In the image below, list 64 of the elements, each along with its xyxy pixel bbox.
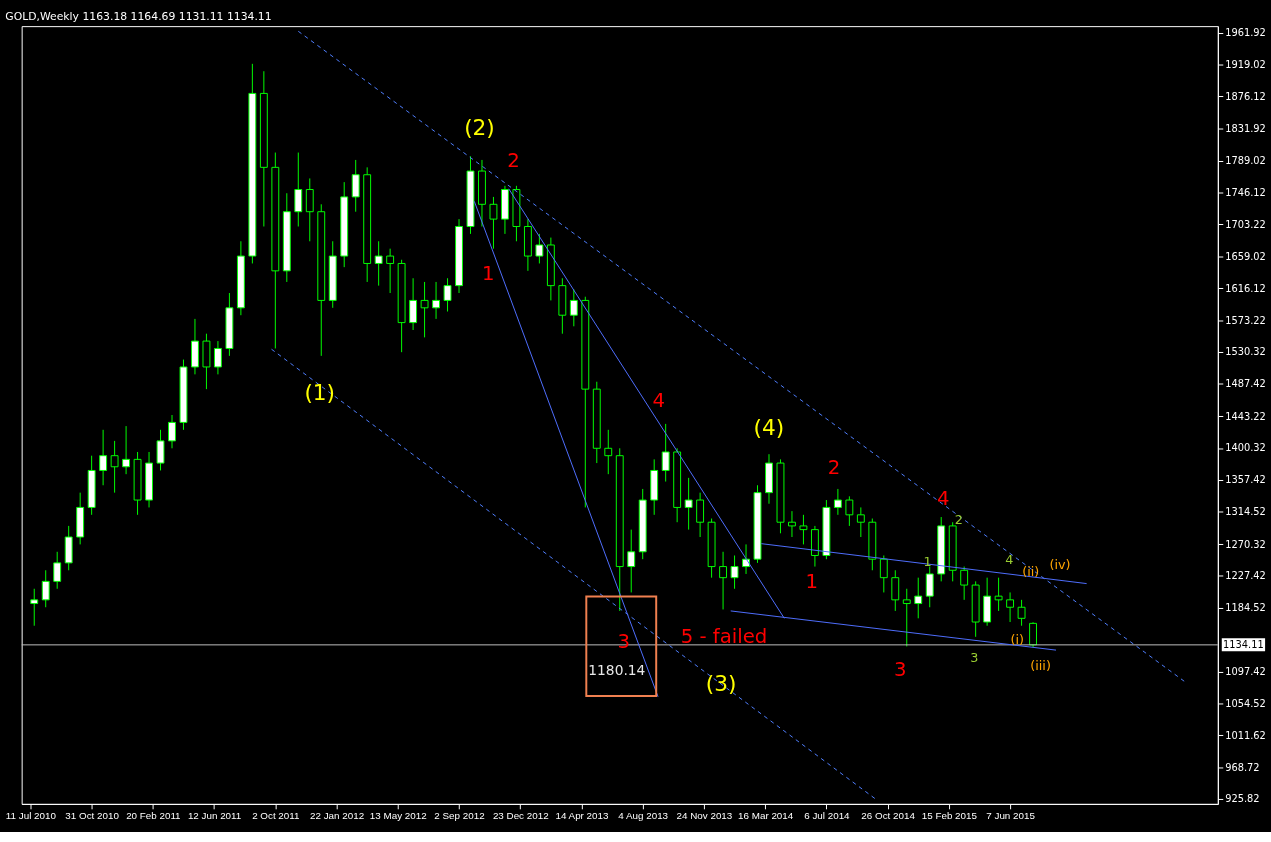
y-tick-label: 1184.52 bbox=[1225, 602, 1266, 614]
y-tick-label: 1703.22 bbox=[1225, 218, 1266, 230]
annotation: 1 bbox=[805, 570, 818, 594]
y-tick-label: 968.72 bbox=[1225, 761, 1260, 773]
y-tick-label: 1357.42 bbox=[1225, 474, 1266, 486]
y-tick-label: 1400.32 bbox=[1225, 442, 1266, 454]
y-tick-label: 1270.32 bbox=[1225, 538, 1266, 550]
annotation: 3 bbox=[970, 649, 979, 665]
annotation: 4 bbox=[936, 487, 950, 511]
x-tick-label: 31 Oct 2010 bbox=[65, 810, 120, 822]
y-tick-label: 925.82 bbox=[1225, 793, 1260, 805]
x-tick-label: 15 Feb 2015 bbox=[921, 810, 978, 822]
y-tick-label: 1961.92 bbox=[1225, 27, 1266, 39]
y-tick-label: 1876.12 bbox=[1225, 90, 1266, 102]
annotation: (1) bbox=[304, 379, 336, 405]
y-tick-label: 1443.22 bbox=[1225, 410, 1266, 422]
annotation: (i) bbox=[1010, 632, 1024, 648]
annotation: 3 bbox=[617, 630, 630, 654]
y-tick-label: 1011.62 bbox=[1225, 729, 1266, 741]
annotation: 1 bbox=[481, 261, 495, 285]
annotation: (iii) bbox=[1030, 657, 1051, 673]
y-tick-label: 1314.52 bbox=[1225, 505, 1266, 517]
ref-line-label: 1134.11 bbox=[1223, 638, 1264, 650]
x-tick-label: 24 Nov 2013 bbox=[676, 810, 733, 822]
annotation: 2 bbox=[507, 148, 520, 172]
y-tick-label: 1573.22 bbox=[1225, 314, 1266, 326]
x-tick-label: 20 Feb 2011 bbox=[126, 810, 181, 822]
annotation: 1180.14 bbox=[588, 662, 646, 679]
y-tick-label: 1746.12 bbox=[1225, 186, 1266, 198]
annotation: (iv) bbox=[1049, 556, 1071, 572]
x-tick-label: 6 Jul 2014 bbox=[804, 810, 851, 822]
annotation: 5 - failed bbox=[680, 625, 768, 649]
annotation: 2 bbox=[827, 456, 841, 480]
x-tick-label: 16 Mar 2014 bbox=[738, 810, 794, 822]
chart-title: GOLD,Weekly 1163.18 1164.69 1131.11 1134.11 bbox=[5, 10, 272, 24]
annotation: (2) bbox=[464, 114, 495, 140]
y-tick-label: 1487.42 bbox=[1225, 378, 1266, 390]
y-tick-label: 1227.42 bbox=[1225, 570, 1266, 582]
x-tick-label: 23 Dec 2012 bbox=[492, 810, 549, 822]
annotation: 3 bbox=[894, 658, 907, 682]
x-tick-label: 2 Sep 2012 bbox=[434, 810, 485, 822]
y-tick-label: 1659.02 bbox=[1225, 251, 1266, 263]
annotation: (4) bbox=[753, 415, 785, 441]
y-tick-label: 1789.02 bbox=[1225, 155, 1266, 167]
x-tick-label: 2 Oct 2011 bbox=[252, 810, 300, 822]
annotation: 4 bbox=[652, 389, 665, 413]
x-tick-label: 22 Jan 2012 bbox=[310, 810, 365, 822]
x-tick-label: 12 Jun 2011 bbox=[187, 810, 242, 822]
y-tick-label: 1616.12 bbox=[1225, 282, 1266, 294]
x-tick-label: 11 Jul 2010 bbox=[5, 810, 57, 822]
x-tick-label: 7 Jun 2015 bbox=[986, 810, 1036, 822]
x-tick-label: 4 Aug 2013 bbox=[618, 810, 669, 822]
x-tick-label: 13 May 2012 bbox=[369, 810, 427, 822]
annotation: 2 bbox=[954, 512, 963, 528]
y-tick-label: 1831.92 bbox=[1225, 123, 1266, 135]
annotation: (3) bbox=[705, 670, 737, 696]
x-tick-label: 14 Apr 2013 bbox=[555, 810, 610, 822]
annotation: (ii) bbox=[1022, 563, 1040, 579]
y-tick-label: 1919.02 bbox=[1225, 59, 1266, 71]
y-tick-label: 1530.32 bbox=[1225, 346, 1266, 358]
y-tick-label: 1097.42 bbox=[1225, 666, 1266, 678]
annotation: 4 bbox=[1005, 552, 1014, 568]
y-tick-label: 1054.52 bbox=[1225, 698, 1266, 710]
x-tick-label: 26 Oct 2014 bbox=[861, 810, 916, 822]
